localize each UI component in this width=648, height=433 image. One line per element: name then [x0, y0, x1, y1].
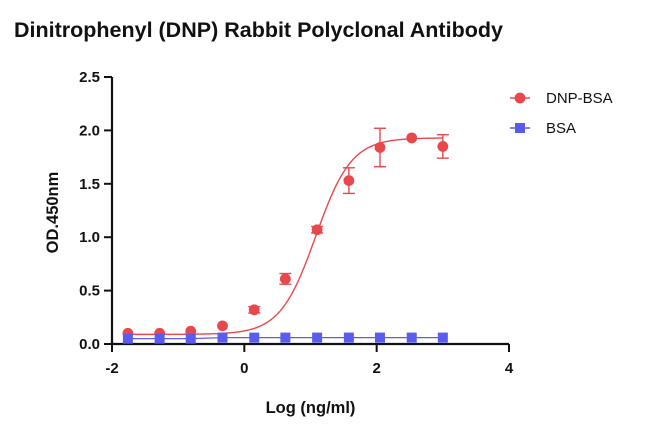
bsa-point — [343, 332, 354, 343]
dnp-bsa-fit-curve — [127, 137, 443, 336]
dnp-bsa-point — [406, 132, 418, 144]
y-tick-label: 1.0 — [79, 229, 100, 246]
legend-label: DNP-BSA — [546, 90, 613, 107]
bsa-point — [185, 333, 196, 344]
y-tick-label: 2.0 — [79, 122, 100, 139]
chart-title: Dinitrophenyl (DNP) Rabbit Polyclonal An… — [14, 18, 503, 42]
bsa-point — [154, 333, 165, 344]
x-tick-label: 2 — [372, 360, 380, 377]
dnp-bsa-point — [217, 320, 228, 332]
bsa-point — [312, 332, 323, 343]
dnp-bsa-point — [248, 304, 260, 316]
axes — [110, 77, 509, 346]
y-axis-title: OD.450nm — [44, 172, 62, 254]
dnp-bsa-point — [437, 141, 449, 152]
bsa-point — [374, 332, 385, 343]
dnp-bsa-point — [279, 273, 291, 285]
bsa-point — [406, 332, 417, 343]
y-tick-label: 0.0 — [79, 336, 100, 353]
bsa-point — [122, 333, 133, 344]
y-tick-label: 1.5 — [79, 176, 100, 193]
y-axis-ticks: 0.0 0.5 1.0 1.5 2.0 2.5 — [79, 69, 112, 353]
x-axis-title: Log (ng/ml) — [266, 399, 356, 417]
y-tick-label: 2.5 — [79, 69, 100, 86]
x-tick-label: 4 — [505, 360, 514, 377]
legend: DNP-BSA BSA — [510, 90, 613, 137]
x-tick-label: -2 — [105, 360, 118, 377]
bsa-point — [249, 332, 260, 343]
x-tick-label: 0 — [240, 360, 248, 377]
dnp-bsa-point — [343, 175, 355, 186]
bsa-point — [217, 332, 228, 343]
legend-marker-circle — [514, 92, 526, 104]
legend-marker-square — [515, 123, 525, 133]
bsa-point — [280, 332, 291, 343]
dnp-bsa-point — [374, 142, 386, 153]
plot-area — [122, 127, 449, 344]
bsa-point — [437, 332, 448, 343]
dnp-bsa-point — [311, 224, 323, 236]
legend-label: BSA — [546, 120, 576, 137]
x-axis-ticks: -2 0 2 4 — [105, 344, 514, 377]
y-tick-label: 0.5 — [79, 283, 100, 300]
